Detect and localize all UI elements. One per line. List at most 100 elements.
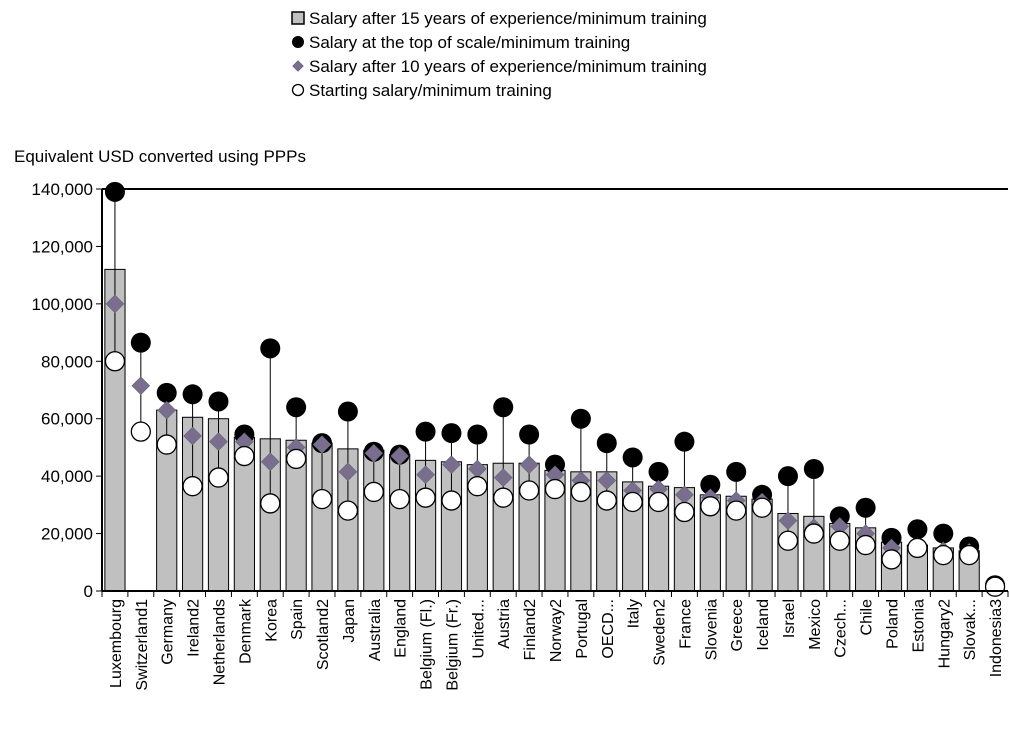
category-label: Mexico [807, 599, 824, 650]
y-tick-label: 140,000 [32, 180, 93, 199]
category-label: Korea [263, 599, 280, 642]
top-scale-point [260, 338, 281, 359]
top-scale-point [881, 527, 902, 548]
y-tick-label: 0 [84, 582, 93, 601]
legend-swatch [291, 11, 305, 25]
category-label: Ireland2 [186, 599, 203, 657]
starting-salary-point [777, 530, 799, 551]
category-label: Italy [626, 599, 643, 628]
category-label: Scotland2 [315, 599, 332, 670]
top-scale-point [570, 408, 591, 429]
category-label: Luxembourg [108, 599, 125, 688]
ten-year-point [364, 443, 384, 463]
x-axis-labels: Luxembourg Switzerland1 Germany Ireland2 Net… [108, 598, 1005, 691]
starting-salary-point [674, 501, 695, 523]
y-tick-label: 40,000 [41, 467, 93, 486]
y-tick-label: 20,000 [41, 525, 93, 544]
top-scale-point [182, 384, 203, 405]
legend-swatch [292, 60, 304, 72]
top-scale-point [467, 424, 488, 445]
starting-salary-point [622, 491, 643, 513]
category-label: Iceland [755, 599, 772, 651]
category-label: Slovak... [962, 599, 979, 660]
top-scale-point [829, 506, 850, 527]
starting-salary-point [415, 487, 436, 508]
starting-salary-point [467, 476, 488, 497]
y-axis-label: Equivalent USD converted using PPPs [14, 147, 306, 166]
top-scale-point [803, 458, 824, 479]
starting-salary-point [234, 445, 255, 467]
category-label: Finland2 [522, 599, 539, 660]
category-label: France [677, 599, 694, 649]
y-tick-label: 60,000 [41, 410, 93, 429]
ten-year-point [778, 511, 798, 531]
starting-salary-point [156, 434, 177, 455]
point-markers [104, 181, 1006, 597]
top-scale-point [622, 447, 643, 468]
starting-salary-point [389, 488, 410, 510]
starting-salary-point [208, 467, 229, 488]
starting-salary-point [700, 496, 721, 517]
ten-year-point [260, 452, 280, 472]
legend-entry: Starting salary/minimum training [309, 81, 552, 100]
top-scale-point [130, 332, 151, 353]
top-scale-point [208, 391, 229, 412]
starting-salary-point [596, 490, 617, 511]
starting-salary-point [726, 500, 747, 521]
starting-salary-point [881, 549, 902, 570]
bar-series [104, 268, 980, 592]
top-scale-point [156, 382, 177, 403]
ten-year-point [338, 462, 358, 482]
ten-year-point [312, 435, 332, 454]
top-scale-point [441, 423, 462, 444]
starting-salary-point [959, 544, 980, 566]
category-label: Netherlands [211, 599, 228, 685]
category-label: Norway2 [548, 599, 565, 662]
starting-salary-point [260, 493, 281, 514]
category-label: Sweden2 [652, 599, 669, 666]
category-label: Austria [496, 599, 513, 649]
ten-year-point [183, 426, 202, 446]
category-label: Poland [885, 599, 902, 649]
top-scale-point [907, 519, 928, 540]
ten-year-point [157, 400, 177, 420]
legend-swatch [291, 83, 305, 97]
ten-year-point [519, 455, 539, 475]
category-label: Greece [729, 599, 746, 652]
top-scale-point [855, 497, 876, 518]
legend-entry: Salary after 15 years of experience/mini… [309, 9, 707, 28]
starting-salary-point [984, 576, 1006, 597]
category-label: Belgium (Fr.) [444, 599, 461, 691]
top-scale-point [648, 461, 669, 482]
starting-salary-point [182, 476, 203, 497]
top-scale-point [777, 466, 798, 487]
top-scale-point [493, 397, 514, 418]
category-label: Indonesia3 [988, 599, 1005, 677]
starting-salary-point [311, 488, 333, 510]
category-label: Germany [160, 599, 177, 665]
ten-year-point [390, 446, 410, 466]
starting-salary-point [907, 537, 928, 559]
starting-salary-point [803, 523, 825, 544]
category-label: Slovenia [703, 599, 720, 660]
legend-swatch [292, 36, 304, 48]
y-tick-label: 120,000 [32, 237, 93, 256]
starting-salary-point [493, 487, 514, 508]
ten-year-point [105, 294, 125, 314]
ten-year-point [493, 468, 513, 487]
starting-salary-point [829, 530, 850, 551]
category-label: Portugal [574, 599, 591, 659]
category-label: United... [470, 599, 487, 659]
top-scale-point [545, 454, 565, 475]
starting-salary-point [751, 497, 773, 518]
category-label: Belgium (Fl.) [419, 599, 436, 690]
category-label: England [393, 599, 410, 658]
starting-salary-point [855, 534, 876, 556]
ten-year-point [209, 432, 228, 452]
starting-salary-point [104, 351, 126, 372]
y-tick-label: 100,000 [32, 295, 93, 314]
ten-year-point [597, 471, 617, 490]
category-label: Denmark [237, 598, 254, 664]
top-scale-point [700, 474, 721, 495]
